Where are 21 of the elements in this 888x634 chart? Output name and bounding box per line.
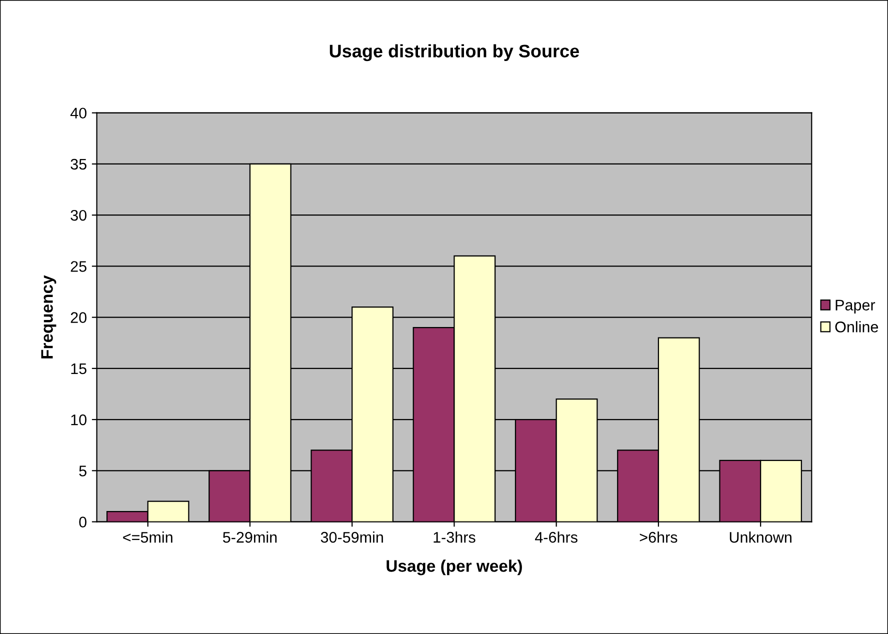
y-tick-label: 20 (70, 312, 86, 324)
x-tick-label: Unknown (730, 532, 792, 543)
y-tick-label: 40 (70, 108, 86, 119)
x-tick-label: >6hrs (640, 532, 678, 543)
x-tick-label: 5-29min (222, 532, 277, 543)
x-tick-label: 1-3hrs (434, 532, 476, 543)
x-tick-label: 30-59min (320, 532, 383, 543)
legend-label: Online (835, 321, 878, 332)
y-tick-label: 35 (70, 158, 86, 170)
x-tick-label: <=5min (123, 532, 172, 543)
y-tick-label: 5 (79, 466, 86, 476)
y-axis-title: Frequency (41, 275, 56, 358)
y-tick-label: 25 (70, 261, 86, 272)
y-tick-label: 0 (79, 516, 86, 528)
legend-label: Paper (836, 300, 876, 314)
x-tick-label: 4-6hrs (535, 532, 578, 543)
y-tick-label: 30 (70, 210, 86, 221)
y-tick-label: 10 (71, 414, 86, 426)
chart-title: Usage distribution by Source (330, 44, 580, 62)
y-tick-label: 15 (71, 363, 86, 374)
x-axis-title: Usage (per week) (386, 560, 522, 576)
